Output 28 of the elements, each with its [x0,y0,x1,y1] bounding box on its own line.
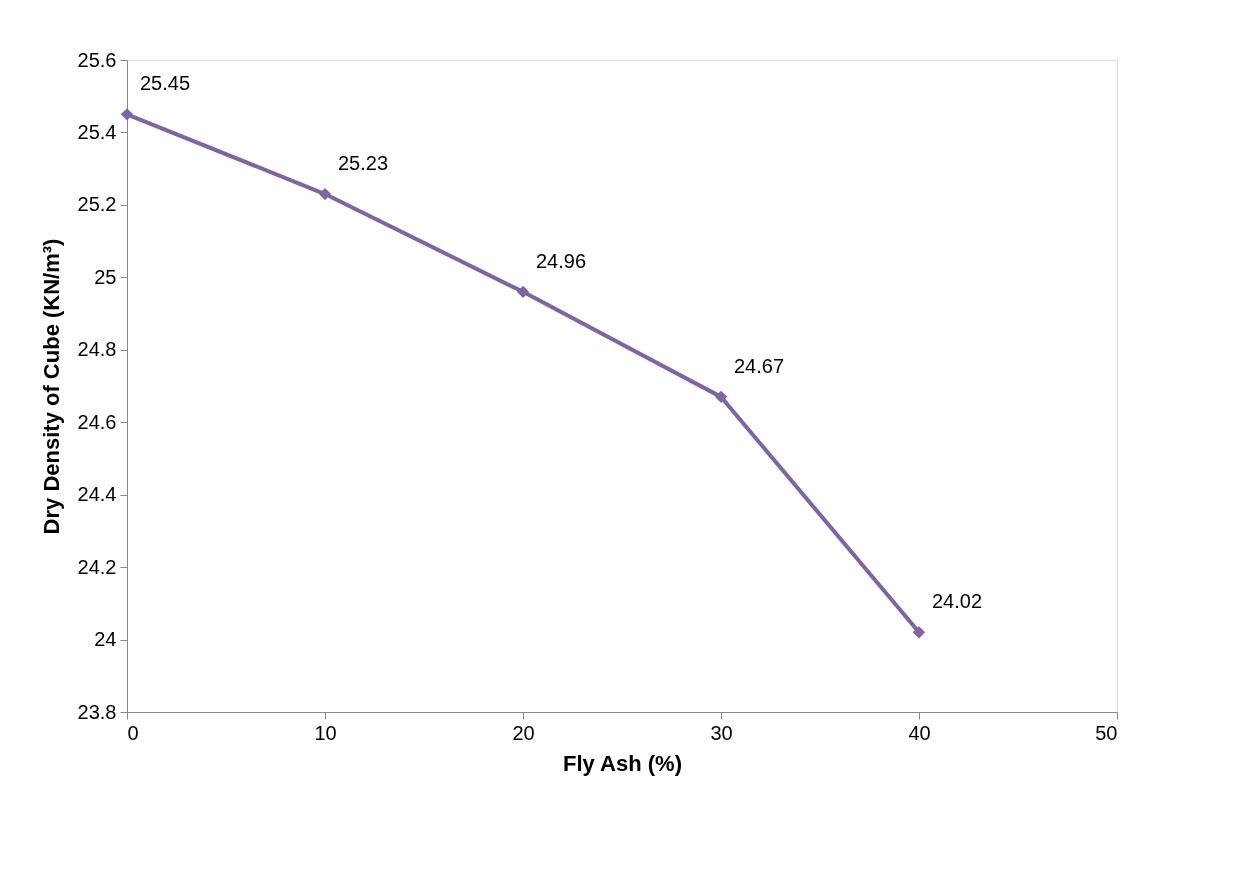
x-axis-title: Fly Ash (%) [563,750,682,776]
y-tick-label: 25.2 [77,193,117,216]
x-tick-label: 20 [512,721,535,744]
x-tick-label: 30 [710,721,733,744]
x-tick-label: 40 [908,721,931,744]
data-label: 25.45 [139,72,191,95]
point [318,187,332,201]
y-tick-label: 23.8 [77,700,117,723]
data-label: 24.96 [535,249,587,272]
x-tick-label: 0 [127,721,139,744]
x-tick-label: 50 [1095,721,1118,744]
point [912,626,926,639]
point [516,285,530,298]
y-tick-label: 25.6 [77,48,117,71]
point [120,108,134,121]
y-tick-label: 24.4 [77,483,117,506]
y-tick-label: 24.2 [77,555,117,578]
point [714,390,728,403]
data-label: 24.67 [733,354,785,377]
y-tick-label: 25.4 [77,120,117,143]
data-label: 24.02 [931,590,983,613]
x-tick-label: 10 [314,721,337,744]
y-tick-label: 24.6 [77,410,117,433]
y-tick-label: 24 [94,628,117,651]
y-tick-label: 24.8 [77,338,117,361]
y-tick-label: 25 [94,265,117,288]
y-axis-title: Dry Density of Cube (KN/m³) [38,238,64,535]
data-label: 25.23 [337,152,389,175]
